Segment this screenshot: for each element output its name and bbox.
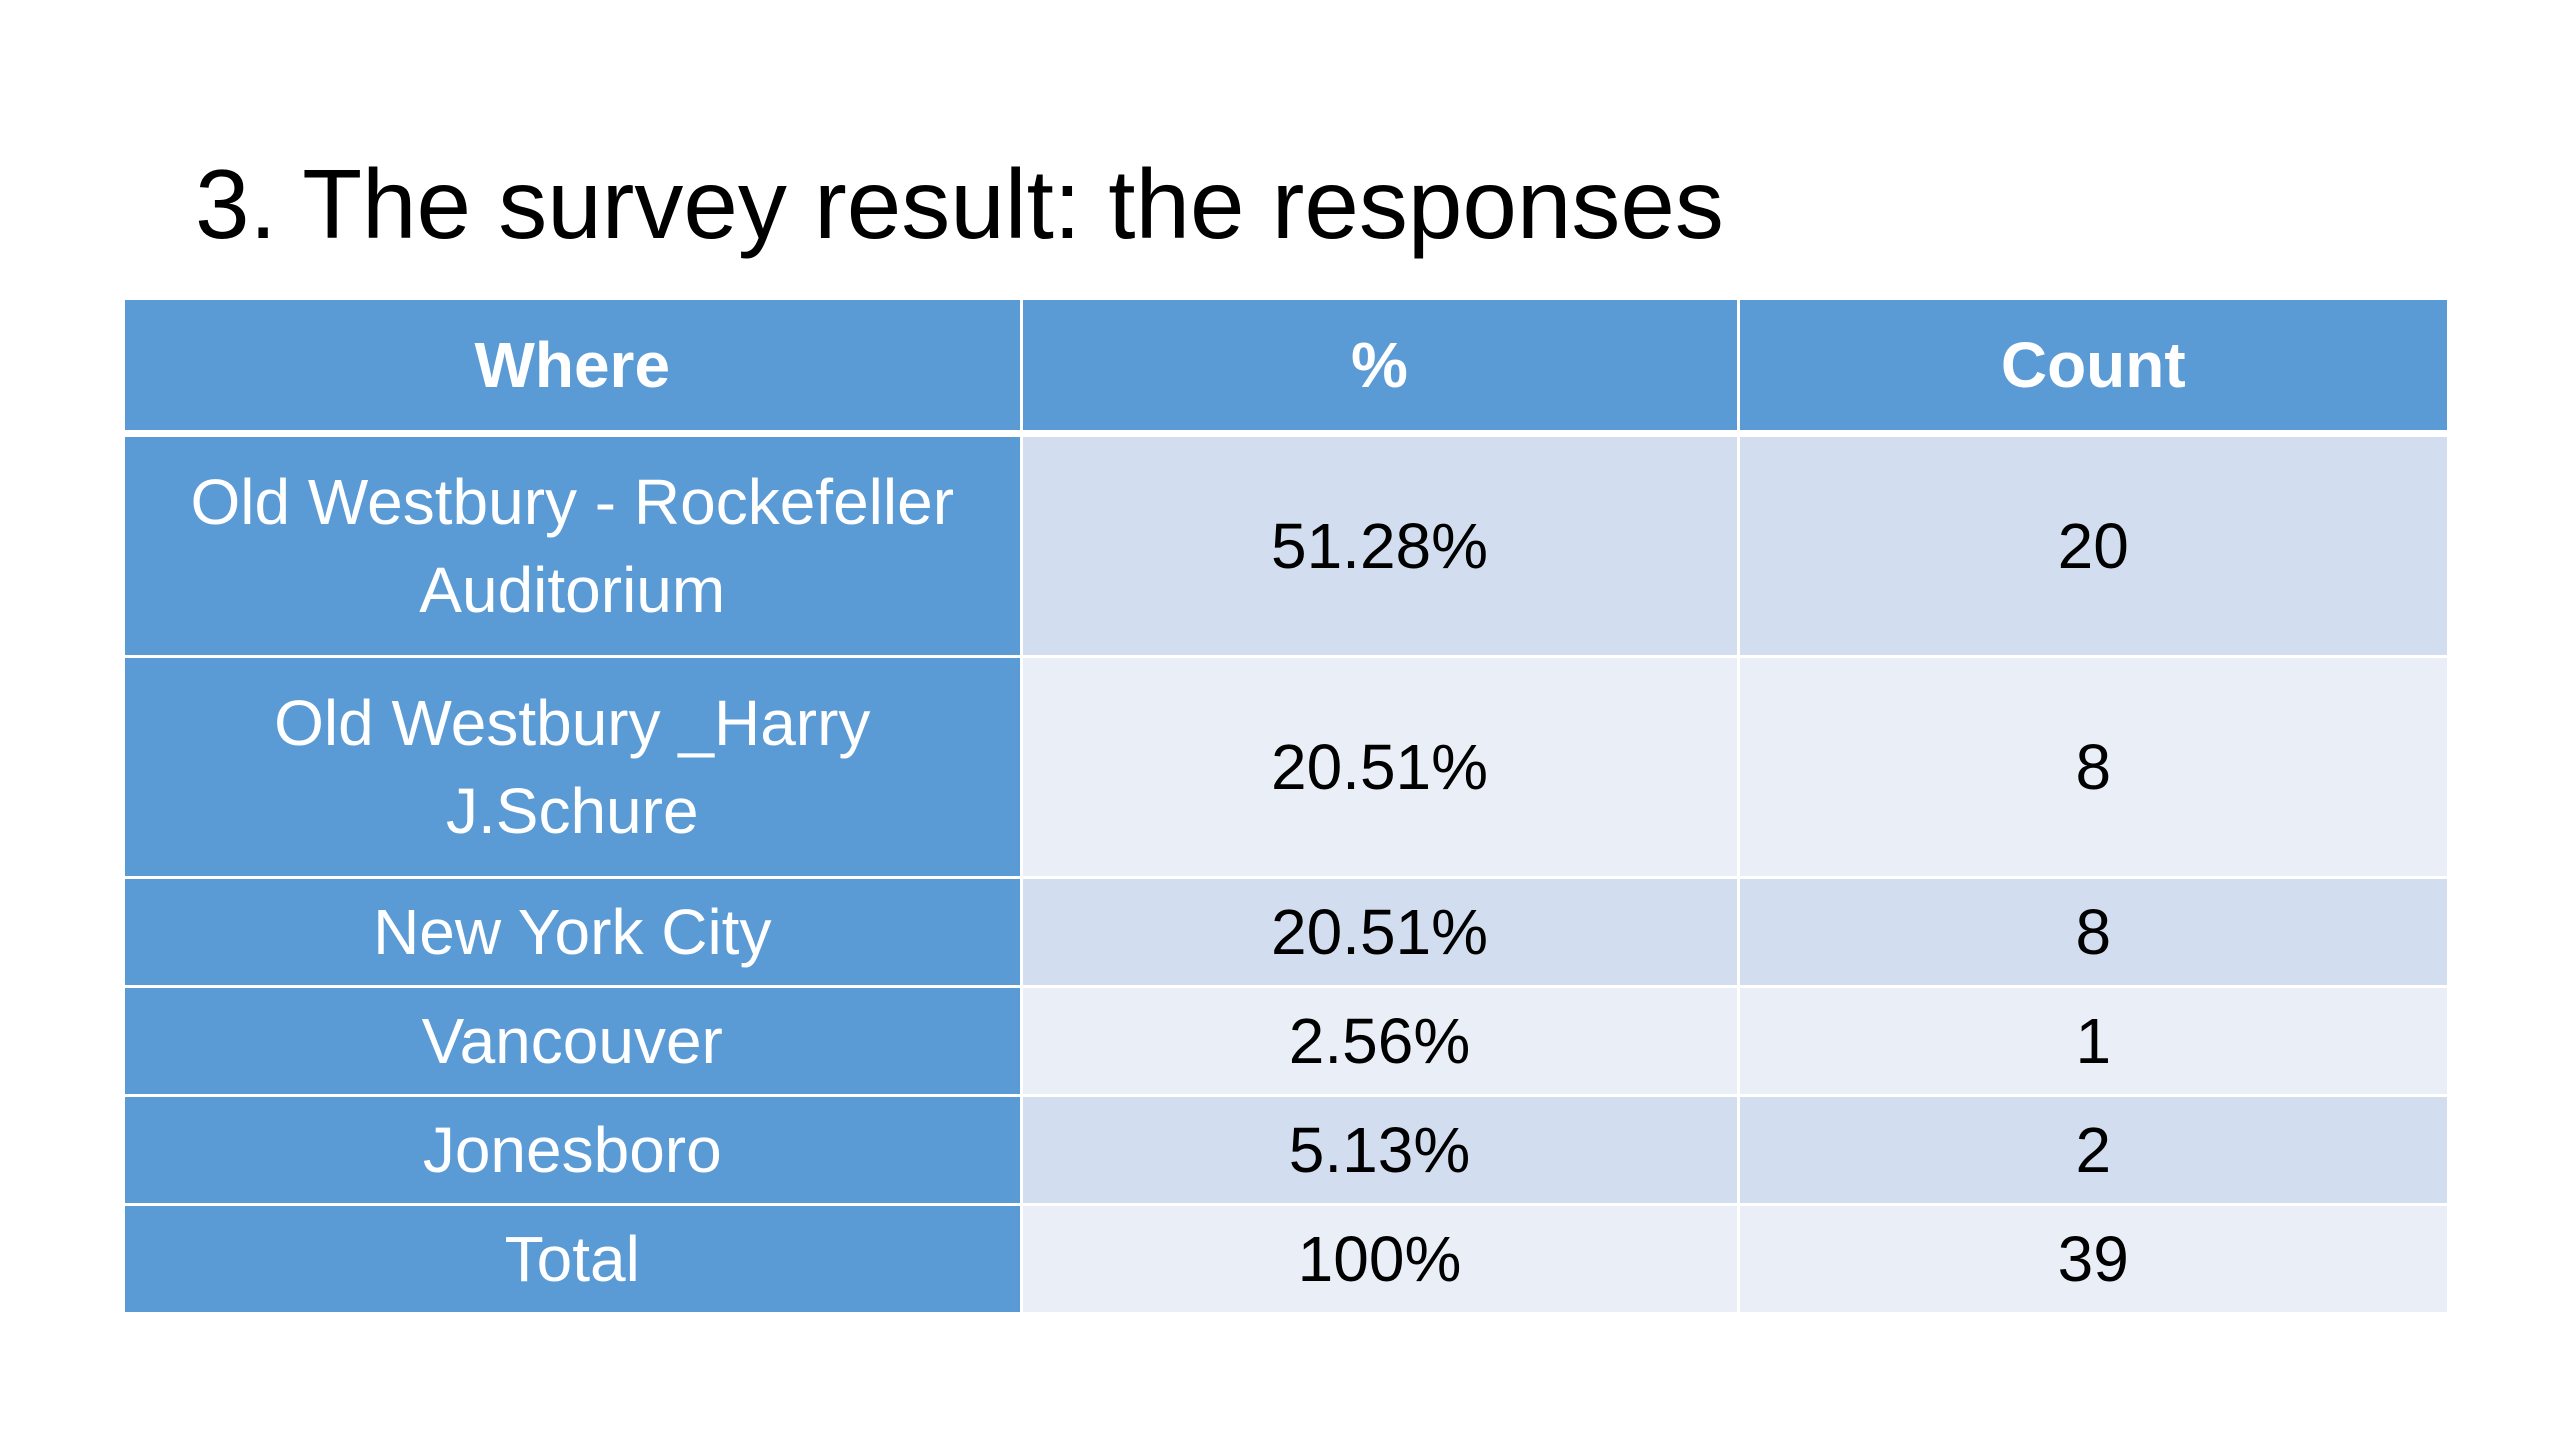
table-row: Old Westbury _Harry J.Schure 20.51% 8: [125, 656, 2447, 879]
count-cell: 8: [1738, 656, 2447, 879]
where-cell: Total: [125, 1204, 1023, 1312]
header-where: Where: [125, 300, 1023, 437]
table-row: Vancouver 2.56% 1: [125, 986, 2447, 1097]
header-percent: %: [1021, 300, 1740, 437]
count-cell: 2: [1738, 1095, 2447, 1206]
percent-cell: 20.51%: [1021, 656, 1740, 879]
percent-cell: 2.56%: [1021, 986, 1740, 1097]
table-row: Jonesboro 5.13% 2: [125, 1095, 2447, 1206]
header-count: Count: [1738, 300, 2447, 437]
percent-cell: 5.13%: [1021, 1095, 1740, 1206]
where-cell: Old Westbury _Harry J.Schure: [125, 656, 1023, 879]
percent-cell: 100%: [1021, 1204, 1740, 1312]
percent-cell: 20.51%: [1021, 877, 1740, 988]
survey-results-table: Where % Count Old Westbury - Rockefeller…: [125, 300, 2447, 1312]
count-cell: 20: [1738, 433, 2447, 658]
table-row: New York City 20.51% 8: [125, 877, 2447, 988]
slide-title: 3. The survey result: the responses: [195, 149, 1724, 259]
table-row: Old Westbury - Rockefeller Auditorium 51…: [125, 433, 2447, 658]
table-header-row: Where % Count: [125, 300, 2447, 437]
count-cell: 39: [1738, 1204, 2447, 1312]
where-cell: New York City: [125, 877, 1023, 988]
where-cell: Old Westbury - Rockefeller Auditorium: [125, 433, 1023, 658]
table-row-total: Total 100% 39: [125, 1204, 2447, 1312]
count-cell: 8: [1738, 877, 2447, 988]
count-cell: 1: [1738, 986, 2447, 1097]
where-cell: Jonesboro: [125, 1095, 1023, 1206]
percent-cell: 51.28%: [1021, 433, 1740, 658]
where-cell: Vancouver: [125, 986, 1023, 1097]
